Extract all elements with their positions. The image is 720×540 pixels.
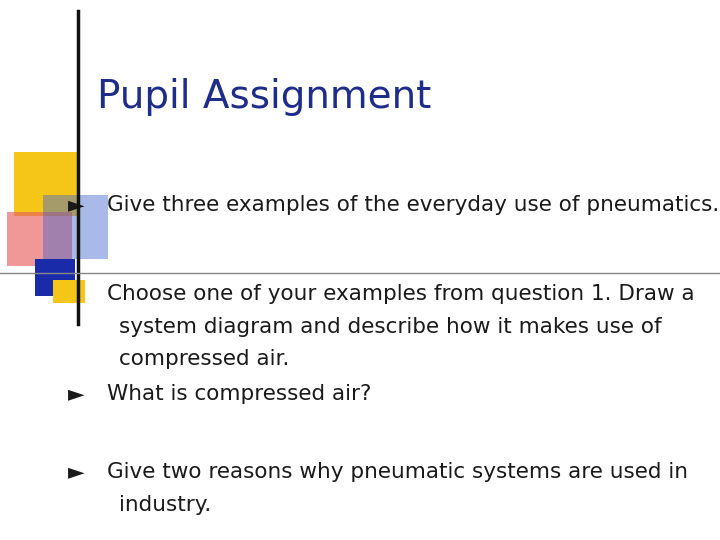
Text: ►: ► [68, 384, 85, 404]
Text: compressed air.: compressed air. [119, 349, 289, 369]
Text: industry.: industry. [119, 495, 211, 515]
Text: ►: ► [68, 195, 85, 215]
Text: Give two reasons why pneumatic systems are used in: Give two reasons why pneumatic systems a… [107, 462, 688, 483]
Bar [7, 212, 72, 266]
Text: ►: ► [68, 284, 85, 305]
Text: ►: ► [68, 462, 85, 483]
Text: Choose one of your examples from question 1. Draw a: Choose one of your examples from questio… [107, 284, 694, 305]
Bar [35, 259, 75, 296]
Text: system diagram and describe how it makes use of: system diagram and describe how it makes… [119, 316, 662, 337]
Text: What is compressed air?: What is compressed air? [107, 384, 371, 404]
Bar [53, 280, 85, 303]
Text: Give three examples of the everyday use of pneumatics.: Give three examples of the everyday use … [107, 195, 719, 215]
Bar [43, 195, 108, 259]
Text: Pupil Assignment: Pupil Assignment [97, 78, 431, 116]
Bar [14, 152, 78, 216]
